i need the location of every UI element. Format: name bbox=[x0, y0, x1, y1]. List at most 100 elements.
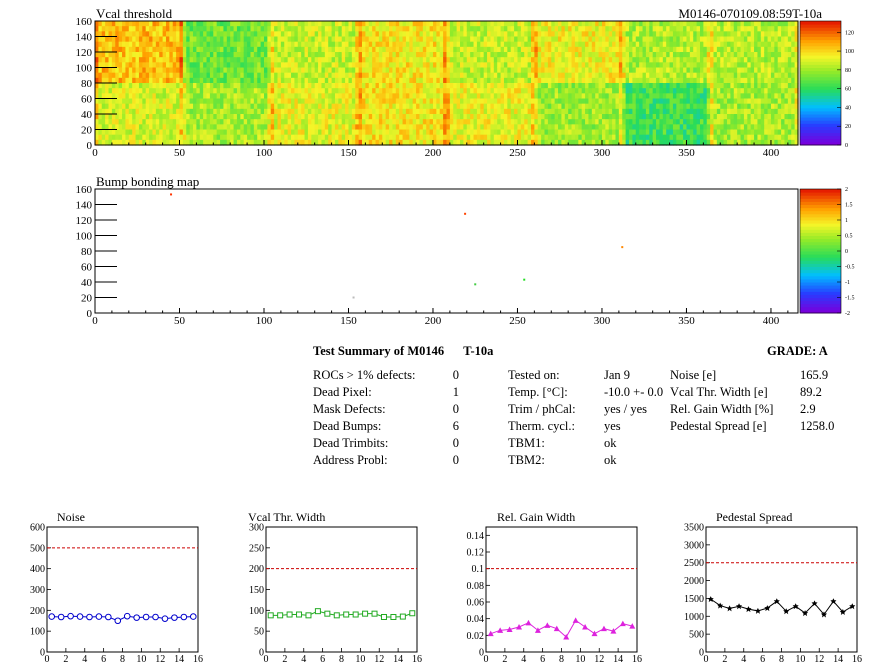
heatmap-cell bbox=[794, 103, 799, 110]
heatmap-cell bbox=[307, 62, 312, 69]
heatmap-cell bbox=[463, 41, 468, 48]
heatmap-cell bbox=[764, 57, 769, 63]
heatmap-cell bbox=[777, 77, 782, 84]
heatmap-cell bbox=[476, 77, 481, 84]
heatmap-cell bbox=[683, 57, 688, 63]
heatmap-cell bbox=[159, 67, 164, 74]
heatmap-cell bbox=[760, 57, 765, 63]
heatmap-cell bbox=[115, 88, 120, 94]
heatmap-cell bbox=[159, 62, 164, 69]
heatmap-cell bbox=[727, 21, 731, 27]
heatmap-cell bbox=[581, 88, 586, 94]
heatmap-cell bbox=[443, 83, 448, 89]
heatmap-cell bbox=[203, 139, 208, 146]
heatmap-cell bbox=[497, 98, 502, 105]
heatmap-cell bbox=[101, 67, 106, 74]
heatmap-cell bbox=[747, 77, 752, 84]
heatmap-cell bbox=[426, 134, 431, 141]
heatmap-cell bbox=[487, 67, 492, 74]
heatmap-cell bbox=[622, 26, 627, 32]
heatmap-cell bbox=[676, 41, 681, 48]
heatmap-cell bbox=[365, 114, 370, 120]
heatmap-cell bbox=[642, 129, 647, 136]
heatmap-cell bbox=[520, 77, 525, 84]
heatmap-cell bbox=[98, 88, 103, 94]
heatmap-cell bbox=[368, 26, 373, 32]
heatmap-cell bbox=[291, 134, 296, 141]
heatmap-cell bbox=[280, 41, 285, 48]
heatmap-cell bbox=[274, 46, 279, 53]
heatmap-cell bbox=[754, 31, 759, 38]
heatmap-cell bbox=[426, 62, 431, 69]
heatmap-cell bbox=[662, 21, 667, 27]
heatmap-cell bbox=[338, 108, 343, 115]
heatmap-cell bbox=[524, 72, 529, 79]
heatmap-cell bbox=[750, 124, 755, 131]
heatmap-cell bbox=[750, 114, 755, 120]
heatmap-cell bbox=[713, 93, 718, 100]
heatmap-cell bbox=[564, 83, 569, 89]
heatmap-cell bbox=[615, 41, 620, 48]
heatmap-cell bbox=[618, 26, 623, 32]
heatmap-cell bbox=[179, 88, 184, 94]
heatmap-cell bbox=[155, 67, 160, 74]
heatmap-cell bbox=[395, 21, 400, 27]
heatmap-cell bbox=[439, 67, 444, 74]
heatmap-cell bbox=[601, 21, 606, 27]
heatmap-cell bbox=[216, 52, 221, 58]
heatmap-cell bbox=[591, 57, 596, 63]
heatmap-cell bbox=[385, 98, 390, 105]
heatmap-cell bbox=[362, 46, 366, 53]
heatmap-cell bbox=[507, 36, 512, 43]
heatmap-cell bbox=[341, 52, 346, 58]
heatmap-cell bbox=[240, 31, 245, 38]
heatmap-cell bbox=[595, 103, 600, 110]
heatmap-cell bbox=[372, 88, 377, 94]
heatmap-cell bbox=[595, 31, 600, 38]
heatmap-cell bbox=[629, 26, 633, 32]
heatmap-cell bbox=[132, 72, 137, 79]
heatmap-cell bbox=[527, 129, 532, 136]
heatmap-cell bbox=[172, 67, 177, 74]
heatmap-cell bbox=[483, 36, 488, 43]
heatmap-cell bbox=[601, 46, 606, 53]
heatmap-cell bbox=[500, 21, 505, 27]
heatmap-cell bbox=[740, 57, 745, 63]
heatmap-cell bbox=[409, 108, 414, 115]
heatmap-cell bbox=[727, 129, 731, 136]
heatmap-cell bbox=[152, 114, 157, 120]
heatmap-cell bbox=[588, 52, 593, 58]
heatmap-cell bbox=[182, 93, 187, 100]
heatmap-cell bbox=[409, 52, 414, 58]
heatmap-cell bbox=[223, 119, 228, 125]
heatmap-cell bbox=[777, 36, 782, 43]
heatmap-cell bbox=[280, 77, 285, 84]
heatmap-cell bbox=[588, 134, 593, 141]
heatmap-cell bbox=[500, 31, 505, 38]
heatmap-cell bbox=[605, 41, 610, 48]
heatmap-cell bbox=[672, 26, 677, 32]
heatmap-cell bbox=[693, 31, 698, 38]
heatmap-cell bbox=[385, 62, 390, 69]
heatmap-cell bbox=[348, 72, 353, 79]
heatmap-cell bbox=[287, 108, 292, 115]
heatmap-cell bbox=[676, 83, 681, 89]
heatmap-cell bbox=[263, 119, 268, 125]
heatmap-cell bbox=[220, 52, 225, 58]
heatmap-cell bbox=[585, 67, 590, 74]
heatmap-cell bbox=[453, 31, 458, 38]
heatmap-cell bbox=[737, 41, 742, 48]
heatmap-cell bbox=[531, 41, 535, 48]
heatmap-cell bbox=[520, 124, 525, 131]
heatmap-cell bbox=[612, 72, 617, 79]
heatmap-cell bbox=[537, 124, 542, 131]
heatmap-cell bbox=[213, 114, 218, 120]
heatmap-cell bbox=[149, 88, 154, 94]
heatmap-cell bbox=[787, 98, 792, 105]
heatmap-cell bbox=[781, 46, 786, 53]
heatmap-cell bbox=[392, 88, 397, 94]
heatmap-cell bbox=[568, 62, 573, 69]
heatmap-cell bbox=[260, 119, 265, 125]
heatmap-cell bbox=[392, 134, 397, 141]
heatmap-cell bbox=[632, 103, 637, 110]
